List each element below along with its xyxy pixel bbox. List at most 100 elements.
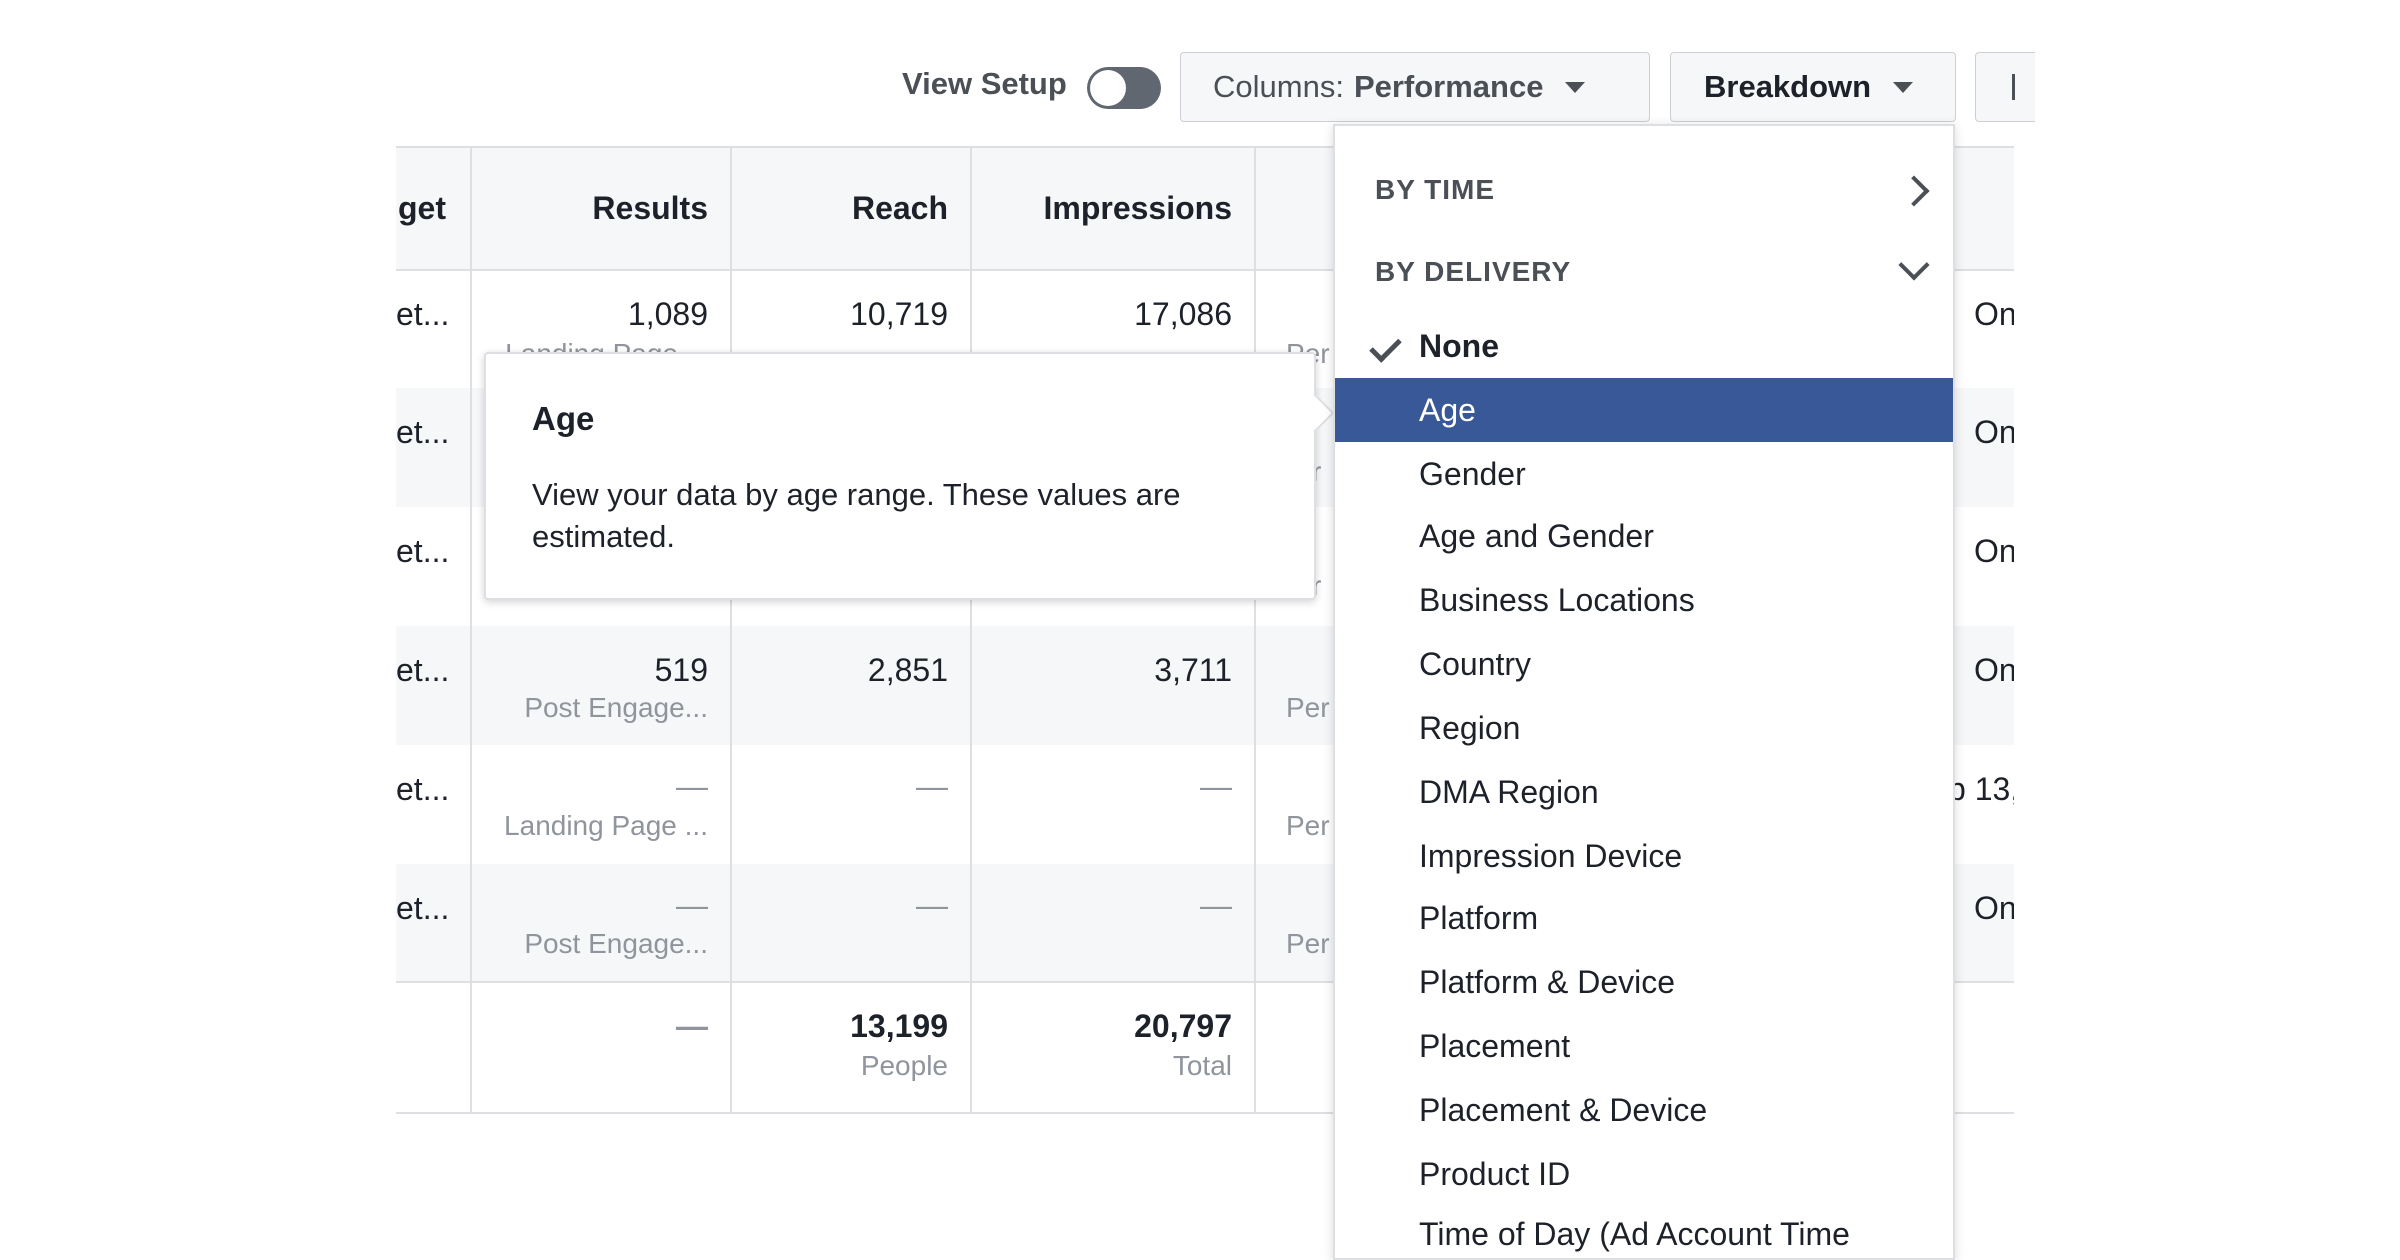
view-setup-label: View Setup	[902, 66, 1067, 101]
toggle-knob	[1090, 70, 1126, 106]
caret-down-icon	[1565, 81, 1586, 93]
option-platform-and-device[interactable]: Platform & Device	[1335, 950, 1953, 1014]
row-name: et...	[396, 533, 450, 569]
section-by-delivery[interactable]: BY DELIVERY	[1375, 256, 1572, 287]
option-label: Time of Day (Ad Account Time	[1419, 1216, 1850, 1252]
row-impressions: —	[1200, 768, 1232, 804]
total-impressions-label: Total	[1172, 1050, 1232, 1081]
row-status: On	[1974, 652, 2014, 688]
row-results: —	[676, 768, 708, 804]
total-reach: 13,199	[850, 1008, 948, 1044]
option-time-of-day[interactable]: Time of Day (Ad Account Time	[1335, 1202, 1953, 1258]
option-label: Age	[1419, 392, 1476, 428]
row-cost: r	[1312, 456, 1322, 487]
option-placement[interactable]: Placement	[1335, 1014, 1953, 1078]
breakdown-button[interactable]: Breakdown	[1670, 52, 1956, 122]
column-divider	[1254, 146, 1256, 1114]
option-label: Region	[1419, 710, 1521, 746]
option-gender[interactable]: Gender	[1335, 442, 1953, 506]
option-label: Gender	[1419, 456, 1526, 492]
more-button[interactable]	[1975, 52, 2035, 122]
divider	[396, 1112, 2014, 1114]
header-reach[interactable]: Reach	[851, 190, 948, 226]
row-name: et...	[396, 652, 450, 688]
row-cost: r	[1312, 570, 1322, 601]
divider	[396, 981, 2014, 983]
row-impressions: —	[1200, 887, 1232, 923]
row-result-type: Post Engage...	[524, 692, 708, 723]
option-label: Product ID	[1419, 1156, 1571, 1192]
option-label: Platform & Device	[1419, 964, 1676, 1000]
row-results: 1,089	[627, 296, 708, 332]
columns-button[interactable]: Columns: Performance	[1180, 52, 1650, 122]
chevron-down-icon[interactable]	[1898, 249, 1930, 281]
row-status: On	[1974, 296, 2014, 332]
row-status: p 13,	[1948, 771, 2014, 807]
option-label: Placement & Device	[1419, 1092, 1708, 1128]
section-by-time[interactable]: BY TIME	[1375, 174, 1496, 205]
breakdown-dropdown: BY TIME BY DELIVERY None Age Gender Age …	[1333, 124, 1955, 1260]
option-label: Placement	[1419, 1028, 1571, 1064]
column-divider	[470, 146, 472, 1114]
divider	[396, 146, 2014, 148]
row-name: et...	[396, 296, 450, 332]
row-reach: —	[916, 768, 948, 804]
option-region[interactable]: Region	[1335, 696, 1953, 760]
option-age-and-gender[interactable]: Age and Gender	[1335, 504, 1953, 568]
row-reach: 10,719	[850, 296, 948, 332]
total-reach-label: People	[860, 1050, 948, 1081]
row-cost: Per	[1286, 810, 1330, 841]
checkmark-icon	[1369, 330, 1402, 363]
total-results: —	[676, 1008, 708, 1044]
row-result-type: Landing Page ...	[504, 810, 708, 841]
option-platform[interactable]: Platform	[1335, 886, 1953, 950]
header-budget[interactable]: get	[398, 190, 446, 226]
option-label: Platform	[1419, 900, 1539, 936]
column-divider	[730, 146, 732, 1114]
columns-value: Performance	[1353, 69, 1544, 104]
breakdown-label: Breakdown	[1704, 69, 1872, 104]
row-name: et...	[396, 890, 450, 926]
row-result-type: Post Engage...	[524, 928, 708, 959]
row-reach: —	[916, 887, 948, 923]
tooltip-title: Age	[532, 400, 595, 437]
option-none[interactable]: None	[1335, 314, 1953, 378]
option-label: Country	[1419, 646, 1532, 682]
columns-prefix: Columns:	[1213, 69, 1344, 104]
option-label: Impression Device	[1419, 838, 1683, 874]
option-label: Business Locations	[1419, 582, 1695, 618]
divider	[396, 269, 2014, 271]
option-impression-device[interactable]: Impression Device	[1335, 824, 1953, 888]
view-setup-toggle[interactable]	[1087, 67, 1161, 109]
row-results: 519	[654, 652, 708, 688]
row-status: On	[1974, 890, 2014, 926]
age-tooltip: Age View your data by age range. These v…	[484, 352, 1335, 600]
option-age[interactable]: Age	[1335, 378, 1953, 442]
row-reach: 2,851	[867, 652, 948, 688]
row-name: et...	[396, 414, 450, 450]
row-cost: Per	[1286, 692, 1330, 723]
row-impressions: 3,711	[1154, 652, 1232, 688]
option-business-locations[interactable]: Business Locations	[1335, 568, 1953, 632]
row-status: On	[1974, 533, 2014, 569]
row-results: —	[676, 887, 708, 923]
option-product-id[interactable]: Product ID	[1335, 1142, 1953, 1206]
header-results[interactable]: Results	[592, 190, 708, 226]
row-status: On	[1974, 414, 2014, 450]
option-dma-region[interactable]: DMA Region	[1335, 760, 1953, 824]
row-impressions: 17,086	[1134, 296, 1232, 332]
chevron-right-icon[interactable]	[1898, 175, 1930, 207]
header-impressions[interactable]: Impressions	[1043, 190, 1232, 226]
option-placement-and-device[interactable]: Placement & Device	[1335, 1078, 1953, 1142]
caret-down-icon	[1893, 81, 1914, 93]
column-divider	[970, 146, 972, 1114]
option-label: None	[1419, 328, 1499, 364]
row-name: et...	[396, 771, 450, 807]
option-label: Age and Gender	[1419, 518, 1654, 554]
option-country[interactable]: Country	[1335, 632, 1953, 696]
option-label: DMA Region	[1419, 774, 1599, 810]
total-impressions: 20,797	[1134, 1008, 1232, 1044]
tooltip-body: View your data by age range. These value…	[532, 477, 1181, 554]
row-cost: Per	[1286, 928, 1330, 959]
bar-icon	[2012, 74, 2015, 100]
